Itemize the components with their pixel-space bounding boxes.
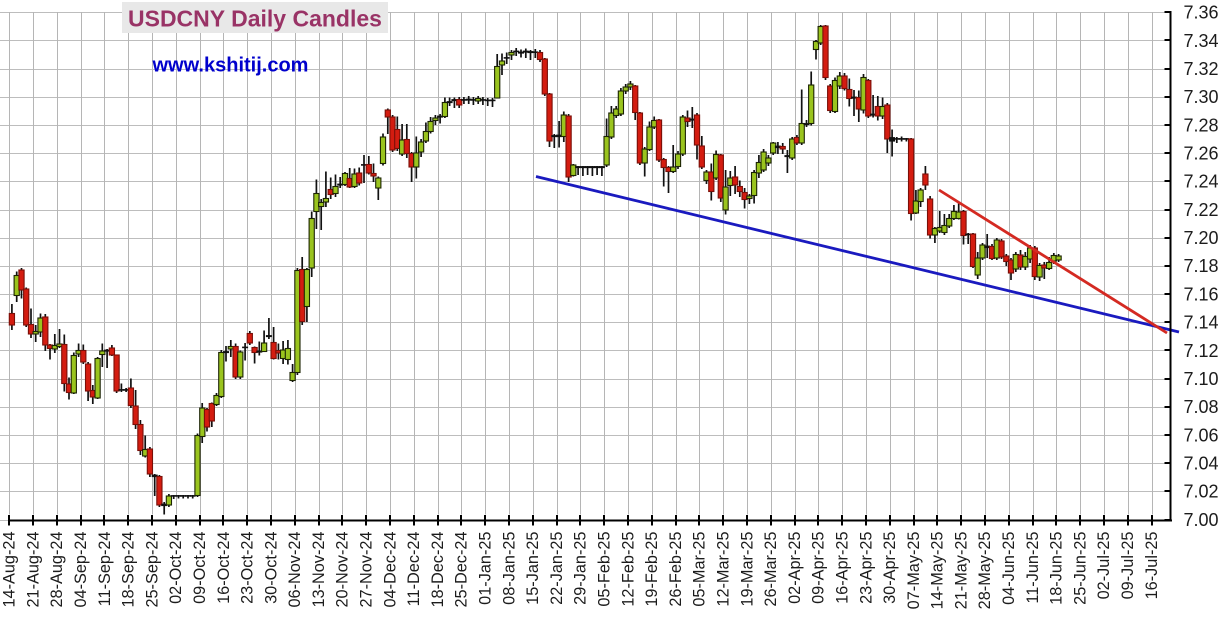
svg-text:01-Jan-25: 01-Jan-25 — [477, 532, 495, 605]
svg-text:20-Nov-24: 20-Nov-24 — [334, 532, 352, 608]
svg-text:7.32: 7.32 — [1184, 59, 1219, 79]
svg-text:09-Apr-25: 09-Apr-25 — [810, 532, 828, 604]
svg-text:22-Jan-25: 22-Jan-25 — [548, 532, 566, 605]
svg-text:02-Apr-25: 02-Apr-25 — [786, 532, 804, 604]
svg-text:7.18: 7.18 — [1184, 256, 1219, 276]
svg-text:7.20: 7.20 — [1184, 228, 1219, 248]
svg-text:USDCNY Daily Candles: USDCNY Daily Candles — [128, 6, 382, 32]
svg-text:www.kshitij.com: www.kshitij.com — [152, 55, 309, 77]
svg-text:19-Mar-25: 19-Mar-25 — [738, 532, 756, 607]
svg-text:04-Dec-24: 04-Dec-24 — [381, 532, 399, 608]
svg-text:7.24: 7.24 — [1184, 172, 1219, 192]
svg-text:19-Feb-25: 19-Feb-25 — [643, 532, 661, 607]
svg-text:7.06: 7.06 — [1184, 425, 1219, 445]
svg-text:7.00: 7.00 — [1184, 510, 1219, 530]
svg-text:05-Feb-25: 05-Feb-25 — [596, 532, 614, 607]
svg-text:14-May-25: 14-May-25 — [929, 532, 947, 610]
svg-text:09-Jul-25: 09-Jul-25 — [1119, 532, 1137, 600]
svg-text:07-May-25: 07-May-25 — [905, 532, 923, 610]
svg-text:05-Mar-25: 05-Mar-25 — [691, 532, 709, 607]
svg-text:04-Jun-25: 04-Jun-25 — [1000, 532, 1018, 605]
svg-text:27-Nov-24: 27-Nov-24 — [358, 532, 376, 608]
svg-text:11-Jun-25: 11-Jun-25 — [1024, 532, 1042, 604]
svg-text:7.12: 7.12 — [1184, 341, 1219, 361]
svg-text:7.14: 7.14 — [1184, 313, 1219, 333]
svg-text:30-Oct-24: 30-Oct-24 — [262, 532, 280, 604]
svg-text:23-Oct-24: 23-Oct-24 — [239, 532, 257, 604]
svg-text:7.22: 7.22 — [1184, 200, 1219, 220]
svg-text:11-Dec-24: 11-Dec-24 — [405, 532, 423, 607]
svg-text:7.36: 7.36 — [1184, 3, 1219, 23]
svg-text:02-Jul-25: 02-Jul-25 — [1095, 532, 1113, 600]
svg-text:16-Oct-24: 16-Oct-24 — [215, 532, 233, 604]
svg-text:16-Jul-25: 16-Jul-25 — [1143, 532, 1161, 600]
svg-text:18-Dec-24: 18-Dec-24 — [429, 532, 447, 608]
svg-text:25-Sep-24: 25-Sep-24 — [143, 532, 161, 608]
svg-text:21-Aug-24: 21-Aug-24 — [24, 532, 42, 608]
svg-text:12-Feb-25: 12-Feb-25 — [619, 532, 637, 607]
svg-text:09-Oct-24: 09-Oct-24 — [191, 532, 209, 604]
svg-text:11-Sep-24: 11-Sep-24 — [96, 532, 114, 607]
svg-text:30-Apr-25: 30-Apr-25 — [881, 532, 899, 604]
svg-text:16-Apr-25: 16-Apr-25 — [834, 532, 852, 604]
svg-text:18-Sep-24: 18-Sep-24 — [120, 532, 138, 608]
svg-text:7.30: 7.30 — [1184, 87, 1219, 107]
svg-text:7.10: 7.10 — [1184, 369, 1219, 389]
svg-text:06-Nov-24: 06-Nov-24 — [286, 532, 304, 608]
svg-text:14-Aug-24: 14-Aug-24 — [1, 532, 19, 608]
svg-text:13-Nov-24: 13-Nov-24 — [310, 532, 328, 608]
svg-text:04-Sep-24: 04-Sep-24 — [72, 532, 90, 608]
svg-text:7.08: 7.08 — [1184, 397, 1219, 417]
svg-text:28-May-25: 28-May-25 — [976, 531, 994, 609]
svg-text:26-Feb-25: 26-Feb-25 — [667, 532, 685, 607]
svg-text:7.16: 7.16 — [1184, 284, 1219, 304]
svg-text:7.26: 7.26 — [1184, 144, 1219, 164]
svg-text:7.04: 7.04 — [1184, 454, 1219, 474]
svg-text:29-Jan-25: 29-Jan-25 — [572, 532, 590, 605]
svg-text:7.28: 7.28 — [1184, 115, 1219, 135]
svg-text:25-Jun-25: 25-Jun-25 — [1071, 532, 1089, 605]
svg-text:02-Oct-24: 02-Oct-24 — [167, 532, 185, 604]
svg-text:15-Jan-25: 15-Jan-25 — [524, 532, 542, 605]
svg-text:28-Aug-24: 28-Aug-24 — [48, 532, 66, 608]
svg-text:25-Dec-24: 25-Dec-24 — [453, 532, 471, 608]
svg-text:7.34: 7.34 — [1184, 31, 1219, 51]
svg-text:7.02: 7.02 — [1184, 482, 1219, 502]
svg-text:08-Jan-25: 08-Jan-25 — [500, 532, 518, 605]
svg-text:12-Mar-25: 12-Mar-25 — [715, 532, 733, 607]
svg-text:23-Apr-25: 23-Apr-25 — [857, 532, 875, 604]
svg-text:26-Mar-25: 26-Mar-25 — [762, 532, 780, 607]
svg-text:21-May-25: 21-May-25 — [952, 532, 970, 610]
svg-text:18-Jun-25: 18-Jun-25 — [1048, 532, 1066, 605]
